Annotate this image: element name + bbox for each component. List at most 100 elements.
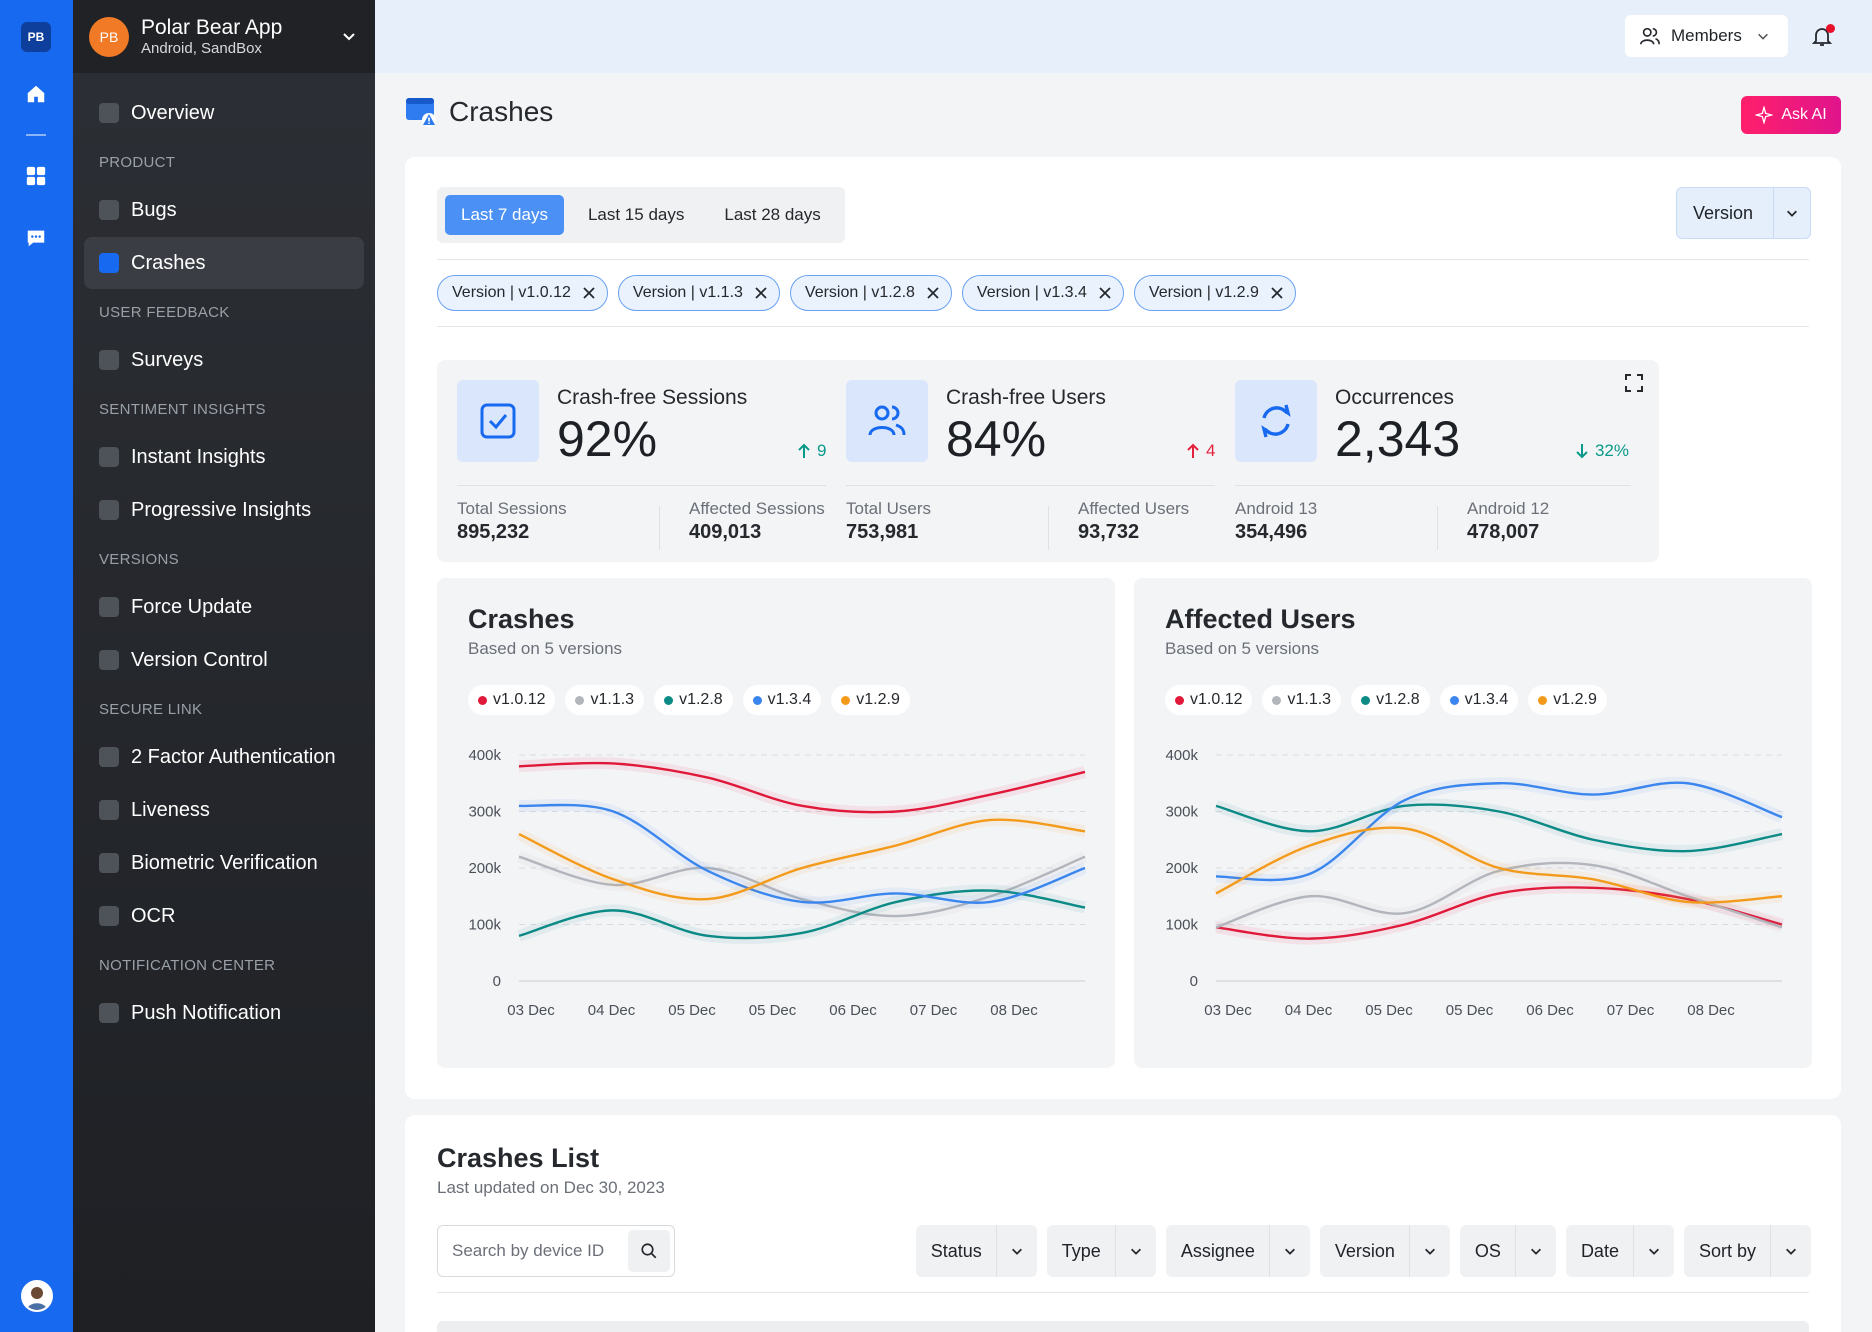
series-line-v1-1-3[interactable]	[518, 855, 1086, 918]
stat-card-occurrences: Occurrences 2,343 32% Android 13 354,496 Andr…	[1215, 360, 1659, 562]
home-icon[interactable]	[22, 80, 50, 108]
legend-swatch	[478, 695, 487, 705]
app-platform: Android, SandBox	[141, 39, 262, 57]
close-icon[interactable]	[583, 287, 595, 299]
chevron-down-icon	[1757, 33, 1768, 40]
app-switcher[interactable]: PB Polar Bear App Android, SandBox	[73, 0, 375, 73]
chevron-down-icon[interactable]	[341, 28, 357, 49]
sidebar-item-progressive-insights[interactable]: Progressive Insights	[84, 484, 364, 536]
series-line-v1-0-12[interactable]	[1215, 886, 1783, 940]
page-title: Crashes	[449, 96, 554, 127]
user-avatar[interactable]	[21, 1280, 53, 1312]
expand-icon[interactable]	[1625, 374, 1643, 397]
close-icon[interactable]	[927, 287, 939, 299]
legend-item[interactable]: v1.2.8	[654, 685, 733, 715]
sidebar-item-surveys[interactable]: Surveys	[84, 334, 364, 386]
sidebar-item-push-notification[interactable]: Push Notification	[84, 987, 364, 1039]
sidebar-item-crashes[interactable]: Crashes	[84, 237, 364, 289]
grid-icon[interactable]	[22, 162, 50, 190]
legend-label: v1.1.3	[1287, 691, 1332, 708]
series-line-v1-1-3[interactable]	[1215, 861, 1783, 929]
close-icon[interactable]	[1271, 287, 1283, 299]
sidebar-item-ocr[interactable]: OCR	[84, 890, 364, 942]
legend-label: v1.2.8	[679, 691, 723, 708]
chat-icon[interactable]	[22, 224, 50, 252]
range-last-7-days[interactable]: Last 7 days	[445, 195, 564, 235]
ask-ai-button[interactable]: Ask AI	[1741, 96, 1841, 134]
sidebar-item-force-update[interactable]: Force Update	[84, 581, 364, 633]
stat-sub-item: Affected Sessions 409,013	[689, 499, 825, 544]
y-tick-label: 100k	[1165, 917, 1198, 934]
filter-assignee-dropdown[interactable]: Assignee	[1165, 1225, 1310, 1277]
legend-item[interactable]: v1.0.12	[468, 685, 556, 715]
legend-item[interactable]: v1.0.12	[1165, 685, 1253, 715]
sidebar-item-label: Liveness	[131, 798, 210, 821]
legend-item[interactable]: v1.2.8	[1351, 685, 1430, 715]
series-line-v1-2-8[interactable]	[1215, 803, 1783, 853]
filter-status-dropdown[interactable]: Status	[915, 1225, 1037, 1277]
legend-item[interactable]: v1.3.4	[742, 685, 822, 715]
legend-item[interactable]: v1.3.4	[1439, 685, 1519, 715]
crashes-overview-panel: Last 7 days Last 15 days Last 28 days Vers…	[405, 157, 1841, 1099]
series-line-v1-2-9[interactable]	[518, 818, 1086, 901]
line-chart: 0 100k 200k 300k 400k 03 Dec 04 Dec 05 Dec 05 De…	[468, 747, 1088, 1019]
range-last-28-days[interactable]: Last 28 days	[724, 205, 821, 224]
close-icon[interactable]	[755, 287, 767, 299]
filter-type-dropdown[interactable]: Type	[1046, 1225, 1156, 1277]
version-chip: Version | v1.2.8	[789, 275, 952, 311]
app-avatar: PB	[89, 16, 129, 57]
workspace-logo[interactable]: PB	[21, 22, 51, 52]
legend-item[interactable]: v1.1.3	[565, 685, 645, 715]
sidebar-item-biometric-verification[interactable]: Biometric Verification	[84, 837, 364, 889]
sidebar-item-instant-insights[interactable]: Instant Insights	[84, 431, 364, 483]
nav-section-sentiment-insights: SENTIMENT INSIGHTS	[99, 400, 266, 418]
table-header	[437, 1321, 1809, 1332]
close-icon[interactable]	[1099, 287, 1111, 299]
page-header: Crashes	[405, 96, 553, 128]
version-chip-label: Version | v1.3.4	[976, 284, 1087, 301]
bugs-icon	[99, 200, 119, 220]
series-line-v1-2-9[interactable]	[1215, 826, 1783, 904]
series-line-v1-3-4[interactable]	[1215, 781, 1783, 882]
search-input[interactable]	[452, 1241, 612, 1261]
notification-dot	[1826, 24, 1835, 33]
stat-delta: 32%	[1575, 441, 1629, 461]
sidebar-item-bugs[interactable]: Bugs	[84, 184, 364, 236]
legend-item[interactable]: v1.2.9	[831, 685, 910, 715]
sidebar-item-2-factor-authentication[interactable]: 2 Factor Authentication	[84, 731, 364, 783]
version-dropdown[interactable]: Version	[1676, 187, 1811, 239]
search-icon[interactable]	[628, 1230, 670, 1272]
series-line-v1-2-8[interactable]	[518, 889, 1086, 940]
sidebar-item-label: Crashes	[131, 251, 206, 274]
stat-sub-item: Total Users 753,981	[846, 499, 931, 544]
stat-label: Occurrences	[1335, 386, 1455, 409]
legend-item[interactable]: v1.1.3	[1262, 685, 1342, 715]
stat-sub-item: Total Sessions 895,232	[457, 499, 567, 544]
sidebar-item-version-control[interactable]: Version Control	[84, 634, 364, 686]
members-button[interactable]: Members	[1625, 15, 1788, 57]
series-line-v1-3-4[interactable]	[518, 803, 1086, 904]
legend-label: v1.2.9	[856, 691, 900, 708]
sidebar-item-overview[interactable]: Overview	[84, 87, 364, 139]
filter-date-dropdown[interactable]: Date	[1565, 1225, 1674, 1277]
stat-sub-label: Affected Sessions	[689, 499, 825, 518]
range-last-15-days[interactable]: Last 15 days	[587, 205, 685, 224]
legend-label: v1.0.12	[1190, 691, 1243, 708]
filter-os-dropdown[interactable]: OS	[1459, 1225, 1556, 1277]
checkbox-icon	[457, 380, 539, 462]
series-line-v1-0-12[interactable]	[518, 761, 1086, 814]
legend-item[interactable]: v1.2.9	[1528, 685, 1607, 715]
surveys-icon	[99, 350, 119, 370]
x-tick-label: 03 Dec	[507, 1002, 555, 1019]
filter-sort-by-dropdown[interactable]: Sort by	[1683, 1225, 1811, 1277]
chart-subtitle: Based on 5 versions	[1165, 639, 1320, 658]
chevron-down-icon	[1774, 206, 1810, 220]
sidebar-item-liveness[interactable]: Liveness	[84, 784, 364, 836]
filter-version-dropdown[interactable]: Version	[1319, 1225, 1450, 1277]
x-tick-label: 08 Dec	[990, 1002, 1038, 1019]
sidebar-item-label: Bugs	[131, 198, 177, 221]
version-chip: Version | v1.3.4	[961, 275, 1124, 311]
chevron-down-icon	[1516, 1244, 1556, 1258]
legend-swatch	[1272, 695, 1282, 705]
bell-icon[interactable]	[1810, 24, 1835, 48]
